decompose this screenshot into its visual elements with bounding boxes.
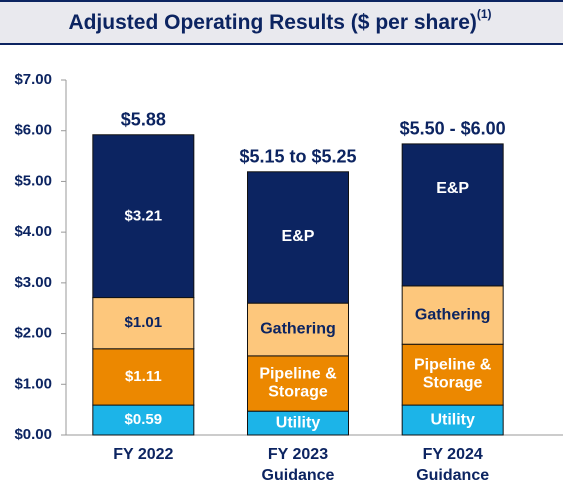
x-tick-label: FY 2022 <box>113 446 173 463</box>
segment-name: Utility <box>430 411 475 428</box>
x-tick-line: FY 2024 <box>423 446 483 463</box>
x-tick-line: Guidance <box>262 467 335 483</box>
y-tick-label: $1.00 <box>14 375 52 392</box>
segment-name-line: Storage <box>268 384 328 401</box>
bar-segment <box>92 134 195 299</box>
x-tick-label: FY 2024 Guidance <box>416 446 489 483</box>
bar-segment <box>247 355 349 412</box>
bar-segment <box>401 143 504 287</box>
x-tick-line: FY 2023 <box>268 446 328 463</box>
segment-name-line: Pipeline & <box>259 366 337 383</box>
segment-name: E&P <box>436 180 469 197</box>
bar-segment <box>92 348 195 406</box>
title-band <box>0 0 563 44</box>
segment-name: Pipeline & Storage <box>414 357 492 392</box>
title-note: (1) <box>477 7 492 21</box>
segment-name-line: Storage <box>423 375 483 392</box>
segment-name: Gathering <box>415 306 491 323</box>
bar-segment <box>247 171 349 304</box>
y-tick-label: $3.00 <box>14 274 52 291</box>
segment-name: Pipeline & Storage <box>259 366 337 401</box>
y-tick-label: $7.00 <box>14 71 52 88</box>
title-text: Adjusted Operating Results ($ per share) <box>68 11 476 34</box>
segment-label: $1.11 <box>125 368 162 385</box>
segment-label: $3.21 <box>125 208 163 225</box>
y-tick-label: $0.00 <box>14 426 52 443</box>
segment-label: $0.59 <box>125 411 163 428</box>
total-label: $5.15 to $5.25 <box>239 147 356 167</box>
bar-segment <box>247 302 349 357</box>
segment-name-line: Pipeline & <box>414 357 492 374</box>
bar-segment <box>92 297 195 350</box>
x-tick-line: Guidance <box>416 467 489 483</box>
y-tick-label: $2.00 <box>14 325 52 342</box>
y-tick-label: $6.00 <box>14 122 52 139</box>
segment-name: E&P <box>282 228 315 245</box>
x-tick-line: FY 2022 <box>113 446 173 463</box>
bar-segment <box>401 343 504 406</box>
total-label: $5.88 <box>121 110 166 130</box>
segment-name: Utility <box>276 414 321 431</box>
y-tick-label: $5.00 <box>14 172 52 189</box>
total-label: $5.50 - $6.00 <box>400 119 506 139</box>
segment-label: $1.01 <box>125 314 163 331</box>
segment-name: Gathering <box>260 321 336 338</box>
x-tick-label: FY 2023 Guidance <box>262 446 335 483</box>
bar-segment <box>401 285 504 345</box>
chart-title: Adjusted Operating Results ($ per share)… <box>68 7 491 33</box>
bar-segment <box>92 404 195 436</box>
y-tick-label: $4.00 <box>14 223 52 240</box>
